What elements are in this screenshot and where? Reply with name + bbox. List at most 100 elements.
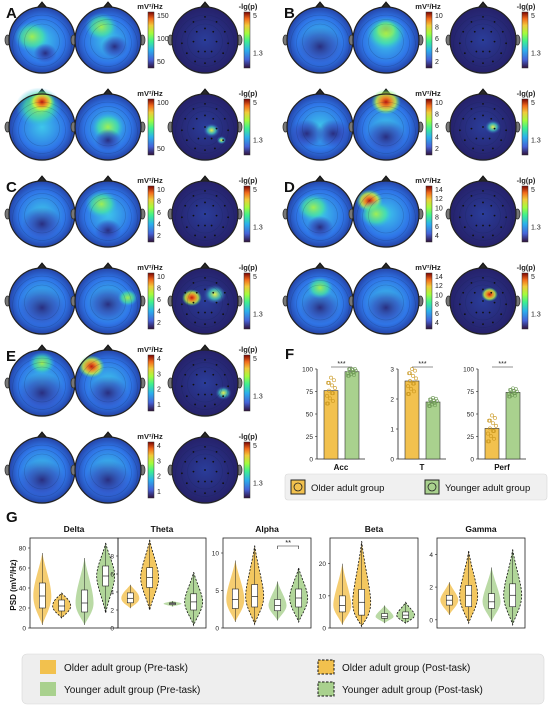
head-power-region [88, 376, 128, 410]
y-tick-label: 2 [110, 608, 114, 615]
colorbar-tick-label: 1.3 [531, 138, 541, 145]
electrode-dot [490, 204, 493, 207]
head-contour [302, 197, 338, 234]
head-power-region [94, 219, 122, 242]
head-contour [12, 101, 72, 162]
data-point [494, 423, 498, 428]
head-outline [449, 93, 517, 161]
legend-label-younger-pre: Younger adult group (Pre-task) [64, 685, 200, 696]
significance-head [445, 175, 521, 249]
electrode-dot [462, 117, 465, 120]
y-tick-label: 0 [470, 457, 474, 464]
colorbar-tick-label: 12 [435, 196, 443, 203]
head-contour [84, 449, 132, 497]
electrode-dot [195, 291, 198, 294]
head-contour [296, 280, 344, 328]
electrode-dot [470, 127, 473, 130]
head-contour [465, 110, 501, 147]
topomap-head [70, 88, 146, 162]
electrode-dot [204, 405, 206, 407]
head-outline [74, 349, 142, 417]
colorbar-tick-label: 1.3 [531, 51, 541, 58]
electrode-dot [204, 114, 206, 117]
head-contour [453, 101, 513, 162]
electrode-dot [459, 42, 461, 45]
electrode-dot [192, 20, 195, 23]
head-contour [18, 280, 66, 328]
head-power-region [216, 135, 227, 145]
colorbar-tick-label: 10 [157, 274, 165, 281]
topomap-head [4, 431, 80, 505]
electrode-dot [212, 30, 215, 33]
electrode-dot [482, 126, 484, 128]
colorbar-tick-label: 4 [157, 309, 161, 316]
electrode-dot [185, 313, 188, 316]
electrode-dot [473, 117, 476, 120]
electrode-dot [212, 117, 215, 120]
electrode-dot [500, 313, 503, 316]
electrode-dot [197, 311, 200, 314]
colorbar-tick-label: 4 [157, 443, 161, 450]
electrode-dot [223, 373, 226, 376]
electrode-dot [197, 480, 200, 483]
colorbar-tick-label: 1.3 [253, 312, 263, 319]
legend-swatch-older [290, 479, 306, 495]
colorbar-tick-label: 100 [157, 36, 169, 43]
electrode-dot [195, 373, 198, 376]
electrode-dot [215, 383, 218, 386]
colorbar-tick-label: 5 [253, 13, 257, 20]
colorbar-tick-label: 1.3 [253, 225, 263, 232]
electrode-dot [210, 480, 213, 483]
electrode-dot [204, 62, 206, 64]
colorbar-tick-label: 1.3 [531, 312, 541, 319]
y-tick-label: 10 [319, 593, 327, 600]
head-power-region [481, 287, 498, 302]
head-contour [12, 444, 72, 505]
electrode-dot [214, 403, 216, 406]
y-tick-label: 4 [110, 590, 114, 597]
power-colorbar [147, 272, 155, 330]
electrode-dot [488, 50, 491, 53]
y-tick-label: 8 [110, 554, 114, 561]
topomap-head [348, 262, 424, 336]
bar [484, 428, 500, 460]
electrode-dot [482, 39, 484, 41]
electrode-dot [470, 281, 473, 284]
colorbar-tick-label: 50 [157, 146, 165, 153]
head-contour [24, 110, 60, 147]
head-power-region [28, 90, 56, 114]
topomap-head [4, 175, 80, 249]
electrode-dot [192, 214, 195, 217]
head-contour [356, 188, 416, 249]
electrode-dot [488, 224, 491, 227]
pvalue-colorbar-unit: -lg(p) [239, 345, 258, 354]
head-power-region [84, 190, 118, 219]
electrode-dot [204, 457, 206, 460]
electrode-dot [222, 52, 225, 55]
electrode-dot [204, 190, 206, 192]
head-contour [362, 106, 410, 154]
colorbar-tick-label: 4 [435, 233, 439, 240]
head-contour [175, 275, 235, 336]
head-outline [171, 436, 239, 504]
significance-marker: *** [498, 361, 506, 368]
power-colorbar [425, 11, 433, 69]
head-contour [18, 193, 66, 241]
electrode-dot [482, 300, 484, 302]
electrode-dot [204, 446, 206, 448]
y-tick-label: 2 [429, 585, 433, 592]
electrode-dot [482, 27, 484, 30]
chart-title: Beta [365, 524, 384, 534]
pvalue-colorbar-unit: -lg(p) [517, 176, 536, 185]
box [274, 599, 281, 612]
electrode-dot [185, 139, 188, 142]
electrode-dot [500, 52, 503, 55]
head-power-region [203, 123, 220, 138]
head-contour [24, 197, 60, 234]
legend-marker-older [293, 482, 303, 492]
head-contour [465, 23, 501, 60]
data-point [329, 375, 333, 380]
electrode-dot [184, 204, 187, 207]
significance-marker: *** [418, 361, 426, 368]
electrode-dot [204, 224, 206, 227]
